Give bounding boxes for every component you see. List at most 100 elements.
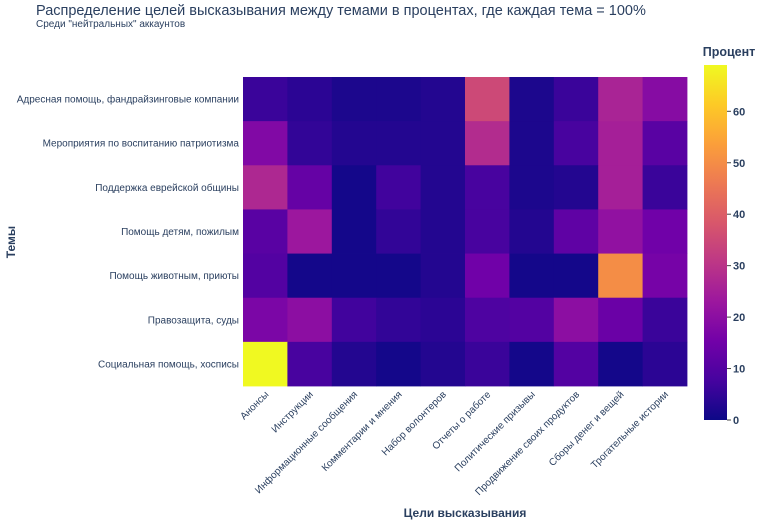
chart-subtitle: Среди "нейтральных" аккаунтов (36, 19, 185, 30)
heatmap-cell (287, 121, 333, 166)
colorbar-title: Процент (703, 45, 756, 59)
heatmap-cell (553, 121, 599, 166)
y-tick-label: Помощь животным, приюты (109, 271, 239, 282)
heatmap-cell (331, 297, 377, 343)
colorbar-tick-label: 0 (733, 415, 739, 427)
y-tick-label: Мероприятия по воспитанию патриотизма (43, 139, 240, 150)
heatmap-cell (509, 297, 555, 343)
heatmap-cell (420, 297, 466, 343)
heatmap-cell (509, 77, 555, 122)
colorbar-tick-label: 40 (733, 209, 745, 221)
heatmap-cell (465, 253, 510, 299)
heatmap-cell (598, 253, 643, 299)
x-tick-label: Трогательные истории (589, 389, 671, 471)
heatmap-cell (331, 253, 377, 299)
heatmap-cell (553, 77, 599, 122)
heatmap-cell (509, 209, 555, 254)
heatmap-cell (465, 77, 510, 122)
heatmap-cell (420, 165, 466, 210)
y-tick-label: Адресная помощь, фандрайзинговые компани… (17, 94, 239, 106)
heatmap-cell (376, 341, 421, 387)
heatmap-cell (598, 77, 643, 122)
heatmap-cell (642, 341, 688, 387)
heatmap-cell (642, 253, 688, 299)
x-axis-title: Цели высказывания (404, 506, 527, 520)
heatmap-cells (243, 77, 688, 387)
heatmap-cell (598, 341, 643, 387)
y-axis-title: Темы (4, 226, 18, 258)
heatmap-cell (331, 165, 377, 210)
heatmap-cell (642, 209, 688, 254)
heatmap-cell (465, 121, 510, 166)
heatmap-cell (376, 297, 421, 343)
colorbar-ticks: 0 10 20 30 40 50 60 (727, 106, 745, 427)
heatmap-cell (420, 209, 466, 254)
heatmap-cell (420, 77, 466, 122)
x-tick-label: Сборы денег и вещей (546, 389, 626, 469)
heatmap-cell (598, 121, 643, 166)
y-tick-label: Правозащита, суды (148, 315, 239, 326)
colorbar (704, 65, 727, 420)
heatmap-cell (287, 77, 333, 122)
colorbar-tick-label: 30 (733, 261, 745, 273)
heatmap-cell (598, 165, 643, 210)
heatmap-cell (420, 341, 466, 387)
heatmap-cell (243, 121, 288, 166)
heatmap-cell (465, 297, 510, 343)
heatmap-cell (509, 121, 555, 166)
y-tick-labels: Адресная помощь, фандрайзинговые компани… (17, 94, 240, 371)
heatmap-cell (287, 297, 333, 343)
heatmap-cell (509, 165, 555, 210)
heatmap-cell (420, 253, 466, 299)
heatmap-cell (465, 165, 510, 210)
heatmap-cell (509, 253, 555, 299)
heatmap-cell (642, 165, 688, 210)
heatmap-cell (553, 209, 599, 254)
heatmap-cell (243, 253, 288, 299)
colorbar-tick-label: 50 (733, 158, 745, 170)
heatmap-cell (598, 297, 643, 343)
heatmap-cell (509, 341, 555, 387)
heatmap-cell (376, 121, 421, 166)
x-tick-label: Анонсы (238, 389, 271, 422)
heatmap-cell (598, 209, 643, 254)
heatmap-cell (243, 297, 288, 343)
heatmap-cell (376, 77, 421, 122)
heatmap-cell (287, 253, 333, 299)
heatmap-cell (287, 209, 333, 254)
heatmap-cell (331, 209, 377, 254)
x-tick-label: Политические призывы (453, 389, 538, 474)
heatmap-cell (376, 209, 421, 254)
heatmap-cell (287, 165, 333, 210)
heatmap-cell (642, 121, 688, 166)
y-tick-label: Поддержка еврейской общины (95, 182, 239, 194)
heatmap-cell (553, 297, 599, 343)
heatmap-cell (243, 77, 288, 122)
y-tick-label: Помощь детям, пожилым (121, 227, 239, 238)
heatmap-cell (642, 77, 688, 122)
x-tick-label: Инструкции (270, 389, 316, 435)
heatmap-cell (287, 341, 333, 387)
heatmap-cell (331, 341, 377, 387)
heatmap-cell (331, 77, 377, 122)
y-tick-label: Социальная помощь, хосписы (98, 359, 239, 370)
heatmap-cell (243, 209, 288, 254)
x-tick-label: Комментарии и мнения (320, 389, 405, 474)
heatmap-cell (376, 253, 421, 299)
heatmap-cell (465, 341, 510, 387)
heatmap-cell (331, 121, 377, 166)
colorbar-tick-label: 60 (733, 106, 745, 118)
heatmap-cell (642, 297, 688, 343)
heatmap-cell (553, 341, 599, 387)
colorbar-tick-label: 10 (733, 364, 745, 376)
heatmap-cell (243, 341, 288, 387)
heatmap-cell (553, 165, 599, 210)
heatmap-cell (465, 209, 510, 254)
heatmap-cell (553, 253, 599, 299)
colorbar-tick-label: 20 (733, 312, 745, 324)
heatmap-cell (376, 165, 421, 210)
heatmap-cell (243, 165, 288, 210)
